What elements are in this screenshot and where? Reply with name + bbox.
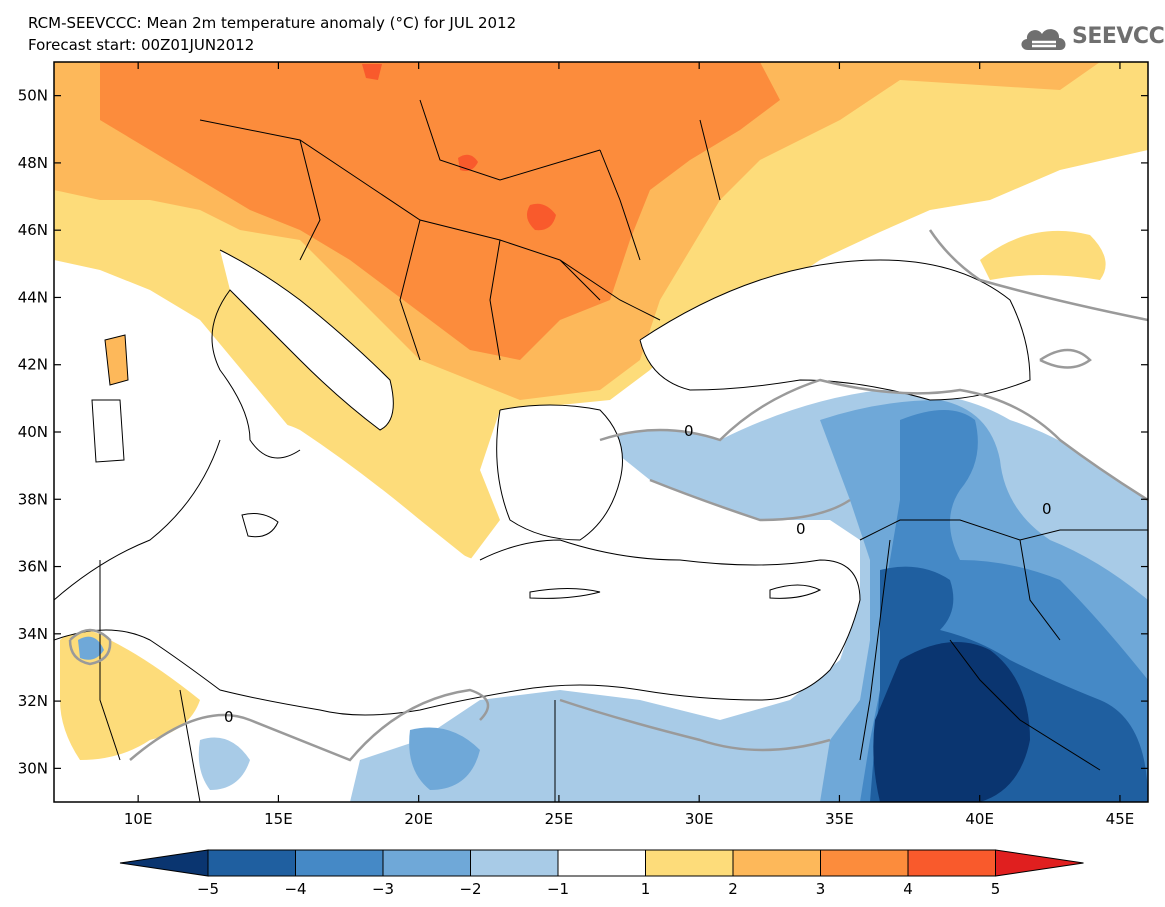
y-tick-label: 50N bbox=[18, 87, 48, 105]
coastline-aegean bbox=[496, 404, 623, 541]
caspian-region bbox=[1010, 297, 1148, 380]
x-tick-label: 25E bbox=[545, 810, 574, 828]
warm-corsica bbox=[105, 335, 128, 385]
colorbar-bin bbox=[907, 849, 996, 877]
sardinia bbox=[91, 399, 125, 463]
map-title: RCM-SEEVCCC: Mean 2m temperature anomaly… bbox=[28, 14, 517, 32]
colorbar-tick-label: −2 bbox=[459, 880, 481, 898]
zero-contour-east bbox=[928, 229, 1148, 322]
x-tick-label: 20E bbox=[404, 810, 433, 828]
sicily-outline bbox=[241, 513, 279, 538]
borders-middle-east bbox=[859, 519, 1148, 771]
mediterranean-sea bbox=[54, 422, 860, 715]
x-tick-label: 30E bbox=[685, 810, 714, 828]
y-tick-label: 40N bbox=[18, 423, 48, 441]
zero-contour-anatolia-2 bbox=[649, 478, 851, 522]
anomaly-field: 0 0 0 0 bbox=[54, 62, 1148, 802]
colorbar-tick-label: −4 bbox=[284, 880, 306, 898]
borders-africa bbox=[99, 560, 556, 802]
colorbar-bin bbox=[820, 849, 909, 877]
colorbar-bin bbox=[732, 849, 821, 877]
y-tick-label: 34N bbox=[18, 625, 48, 643]
zero-contour-anatolia bbox=[599, 378, 1148, 502]
colorbar-max-arrow bbox=[995, 849, 1084, 877]
y-tick-label: 42N bbox=[18, 356, 48, 374]
contour-label-2: 0 bbox=[796, 520, 806, 538]
colorbar-tick-label: 2 bbox=[728, 880, 738, 898]
colorbar-tick-label: −3 bbox=[372, 880, 394, 898]
warm-peak-4-5c bbox=[362, 64, 382, 80]
y-tick-label: 32N bbox=[18, 692, 48, 710]
x-tick-label: 35E bbox=[825, 810, 854, 828]
x-tick-label: 10E bbox=[124, 810, 153, 828]
colorbar-bin bbox=[295, 849, 384, 877]
cloud-icon bbox=[1021, 29, 1066, 50]
black-sea bbox=[640, 260, 1030, 400]
tyrrhenian bbox=[130, 320, 250, 450]
warm-region-east-1-2 bbox=[980, 230, 1106, 280]
x-tick-label: 40E bbox=[965, 810, 994, 828]
zero-contour-africa-east bbox=[559, 698, 831, 752]
colorbar-bin bbox=[207, 849, 296, 877]
colorbar-tick-label: 1 bbox=[641, 880, 651, 898]
y-tick-label: 44N bbox=[18, 288, 48, 306]
zero-contour-armenia bbox=[1039, 348, 1092, 369]
colorbar-bin bbox=[382, 849, 471, 877]
contour-label-3: 0 bbox=[1042, 500, 1052, 518]
colorbar-bin bbox=[645, 849, 734, 877]
contour-label-4: 0 bbox=[224, 708, 234, 726]
coastline-mediterranean bbox=[54, 439, 861, 716]
colorbar-tick-label: 5 bbox=[991, 880, 1001, 898]
colorbar-tick-label: −5 bbox=[197, 880, 219, 898]
zero-contour-tunisia bbox=[68, 628, 112, 666]
borders-europe bbox=[199, 99, 721, 361]
forecast-start: Forecast start: 00Z01JUN2012 bbox=[28, 36, 255, 54]
colorbar-tick-label: 3 bbox=[816, 880, 826, 898]
cold-tunisia bbox=[78, 636, 104, 660]
y-tick-label: 48N bbox=[18, 154, 48, 172]
colorbar-bin bbox=[470, 849, 559, 877]
y-axis: 50N 48N 46N 44N 42N 40N 38N 36N 34N 32N 30N bbox=[18, 87, 1148, 777]
coastline-black-sea bbox=[639, 259, 1031, 401]
warm-peak-4-5 bbox=[526, 203, 556, 231]
cold-libya bbox=[198, 737, 250, 790]
colorbar-min-arrow bbox=[119, 849, 209, 877]
y-tick-label: 36N bbox=[18, 558, 48, 576]
y-tick-label: 30N bbox=[18, 759, 48, 777]
y-tick-label: 46N bbox=[18, 221, 48, 239]
contour-label-1: 0 bbox=[684, 422, 694, 440]
coastline-italy bbox=[211, 249, 394, 459]
logo-text: SEEVCCC bbox=[1072, 24, 1165, 49]
x-tick-label: 45E bbox=[1106, 810, 1135, 828]
cold-libya-2 bbox=[409, 727, 480, 790]
x-tick-label: 15E bbox=[264, 810, 293, 828]
colorbar: −5 −4 −3 −2 −1 1 2 3 4 5 bbox=[119, 849, 1084, 898]
seevccc-logo: SEEVCCC bbox=[1018, 20, 1165, 56]
colorbar-bin bbox=[557, 849, 646, 877]
corsica-outline bbox=[104, 334, 129, 386]
cyprus bbox=[769, 584, 822, 599]
colorbar-tick-label: −1 bbox=[547, 880, 569, 898]
zero-contour-libya bbox=[129, 688, 490, 762]
x-axis: 10E 15E 20E 25E 30E 35E 40E 45E bbox=[124, 62, 1134, 828]
aegean bbox=[496, 405, 623, 540]
crete bbox=[529, 588, 601, 599]
adriatic bbox=[220, 250, 394, 430]
warm-region-3-4 bbox=[100, 62, 780, 360]
y-tick-label: 38N bbox=[18, 490, 48, 508]
colorbar-tick-label: 4 bbox=[903, 880, 913, 898]
cold-region-below-5 bbox=[873, 642, 1030, 802]
warm-peak-4-5b bbox=[458, 154, 478, 171]
